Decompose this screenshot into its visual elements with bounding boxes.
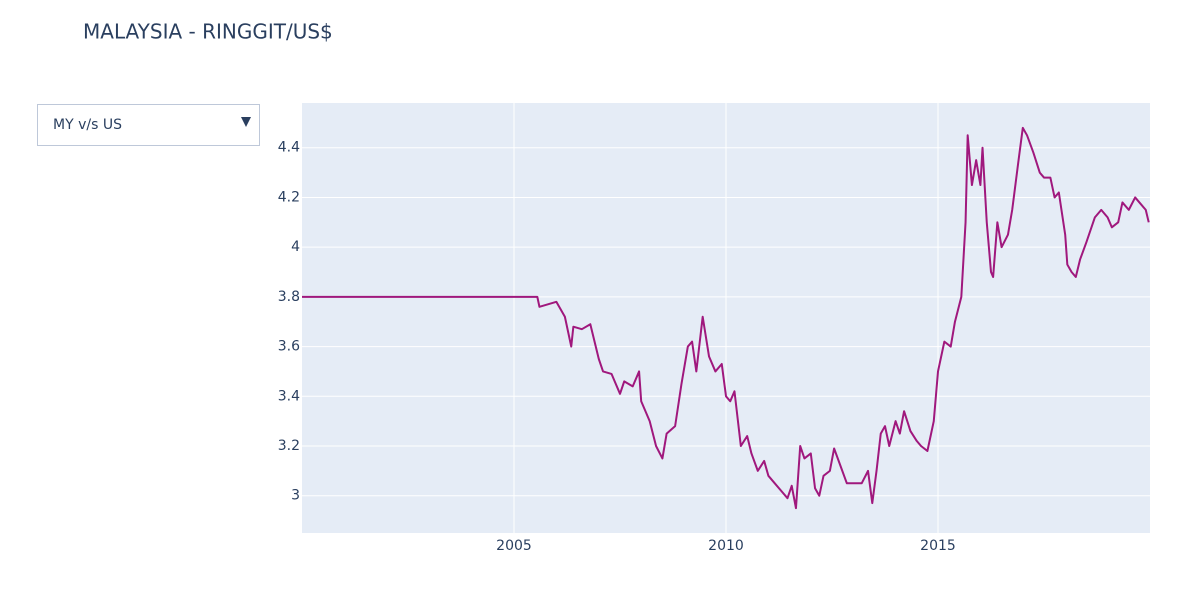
dropdown-box[interactable]	[37, 104, 260, 146]
y-tick-label: 4.4	[278, 140, 300, 156]
dropdown-arrow[interactable]	[241, 117, 251, 127]
y-tick-label: 3.2	[278, 438, 300, 454]
chart-title: MALAYSIA - RINGGIT/US$	[83, 20, 333, 44]
y-tick-label: 3.6	[278, 339, 300, 355]
y-tick-label: 3.4	[278, 388, 300, 404]
x-tick-label: 2010	[708, 538, 744, 554]
y-tick-label: 4.2	[278, 189, 300, 205]
dropdown[interactable]: MY v/s US	[37, 104, 260, 146]
x-tick-label: 2015	[920, 538, 956, 554]
x-tick-label: 2005	[496, 538, 532, 554]
dropdown-label[interactable]: MY v/s US	[53, 117, 122, 133]
y-tick-label: 4	[291, 239, 300, 255]
y-tick-label: 3	[291, 488, 300, 504]
y-tick-label: 3.8	[278, 289, 300, 305]
line-series	[302, 126, 1150, 510]
